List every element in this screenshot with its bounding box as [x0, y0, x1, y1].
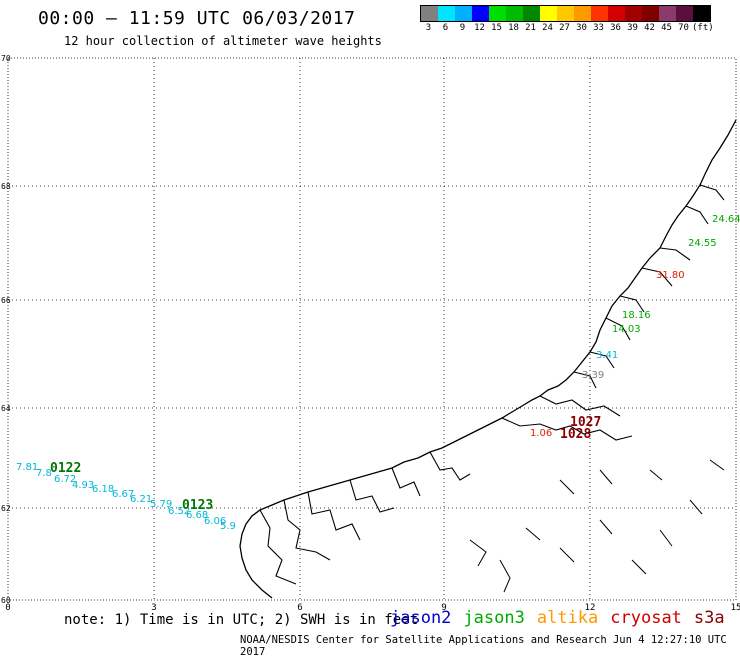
legend-label: 3 [425, 23, 432, 33]
wave-height-value: 7.8 [36, 468, 52, 479]
wave-height-value: 24.55 [688, 238, 717, 249]
satellite-name: jason2 [390, 608, 452, 628]
wave-height-value: 31.80 [656, 270, 685, 281]
legend-label: 33 [593, 23, 604, 33]
wave-height-value: 1.06 [530, 428, 552, 439]
latitude-label: 62 [1, 504, 11, 513]
legend-swatch [540, 6, 557, 21]
latitude-label: 64 [1, 404, 11, 413]
wave-height-value: 5.9 [220, 521, 236, 532]
legend-swatch [438, 6, 455, 21]
wave-height-value: 5.79 [150, 499, 172, 510]
wave-height-value: 24.64 [712, 214, 740, 225]
wave-height-value: 6.68 [186, 510, 208, 521]
wave-height-value: 6.67 [112, 489, 134, 500]
legend-swatch [574, 6, 591, 21]
longitude-label: 12 [585, 603, 596, 613]
wave-height-value: 14.03 [612, 324, 641, 335]
satellite-name: altika [536, 608, 599, 628]
legend-swatch [642, 6, 659, 21]
longitude-label: 0 [5, 603, 10, 613]
legend-label: 21 [525, 23, 536, 33]
legend-swatch [489, 6, 506, 21]
wave-height-value: 3.39 [582, 370, 604, 381]
latitude-label: 60 [1, 596, 11, 605]
satellite-name: cryosat [610, 608, 682, 628]
legend-swatch [676, 6, 693, 21]
legend-label: 39 [627, 23, 638, 33]
wave-height-value: 6.21 [130, 494, 152, 505]
legend-label: 36 [610, 23, 621, 33]
legend-swatch [421, 6, 438, 21]
latitude-label: 68 [1, 182, 11, 191]
pass-track-label: 0122 [50, 461, 81, 476]
lakes-east [469, 459, 725, 593]
legend-swatch [455, 6, 472, 21]
legend-swatch [608, 6, 625, 21]
legend-label: 15 [491, 23, 502, 33]
legend-label: 12 [474, 23, 485, 33]
longitude-label: 9 [441, 603, 446, 613]
wave-height-value: 6.72 [54, 474, 76, 485]
legend-swatch [591, 6, 608, 21]
legend-label: (ft) [692, 23, 714, 33]
legend-swatch [625, 6, 642, 21]
pass-track-label: 0123 [182, 498, 213, 513]
legend-label: 27 [559, 23, 570, 33]
norway-coastline [239, 119, 737, 599]
trondheim-fjord [501, 395, 633, 441]
wave-height-value: 3.41 [596, 350, 618, 361]
map-subtitle: 12 hour collection of altimeter wave hei… [64, 34, 382, 48]
legend-labels: 3 6 9 12 15 18 21 24 27 30 33 36 39 42 45 70 (ft) [420, 23, 714, 33]
wave-height-value: 18.16 [622, 310, 651, 321]
longitude-label: 15 [731, 603, 740, 613]
wave-height-legend: 3 6 9 12 15 18 21 24 27 30 33 36 39 42 45 70 (ft) [420, 5, 714, 33]
legend-label: 6 [442, 23, 449, 33]
legend-swatch [693, 6, 710, 21]
legend-swatch [472, 6, 489, 21]
legend-label: 45 [661, 23, 672, 33]
legend-label: 24 [542, 23, 553, 33]
satellite-legend: jason2 jason3 altika cryosat s3a [390, 608, 737, 628]
wave-height-value: 4.93 [72, 480, 94, 491]
wave-height-value: 6.18 [92, 484, 114, 495]
islands-north [573, 184, 725, 389]
legend-label: 18 [508, 23, 519, 33]
inner-fjords [259, 451, 471, 585]
pass-track-label: 1027 [570, 415, 601, 430]
map-frame [7, 57, 737, 601]
legend-label: 9 [459, 23, 466, 33]
legend-swatch [557, 6, 574, 21]
wave-height-value: 7.81 [16, 462, 38, 473]
longitude-label: 6 [297, 603, 302, 613]
latitude-label: 66 [1, 296, 11, 305]
legend-color-scale [420, 5, 711, 22]
satellite-name: s3a [693, 608, 725, 628]
legend-swatch [523, 6, 540, 21]
legend-label: 42 [644, 23, 655, 33]
longitude-label: 3 [151, 603, 156, 613]
legend-label: 30 [576, 23, 587, 33]
latitude-label: 70 [1, 54, 11, 63]
pass-track-label: 1028 [560, 427, 591, 442]
legend-swatch [506, 6, 523, 21]
map-title: 00:00 – 11:59 UTC 06/03/2017 [38, 8, 356, 29]
legend-swatch [659, 6, 676, 21]
satellite-name: jason3 [463, 608, 525, 628]
wave-height-value: 6.06 [204, 516, 226, 527]
footnote: note: 1) Time is in UTC; 2) SWH is in fe… [64, 612, 419, 628]
credit-line: NOAA/NESDIS Center for Satellite Applica… [240, 634, 727, 658]
legend-label: 70 [678, 23, 689, 33]
wave-height-value: 6.52 [168, 506, 190, 517]
